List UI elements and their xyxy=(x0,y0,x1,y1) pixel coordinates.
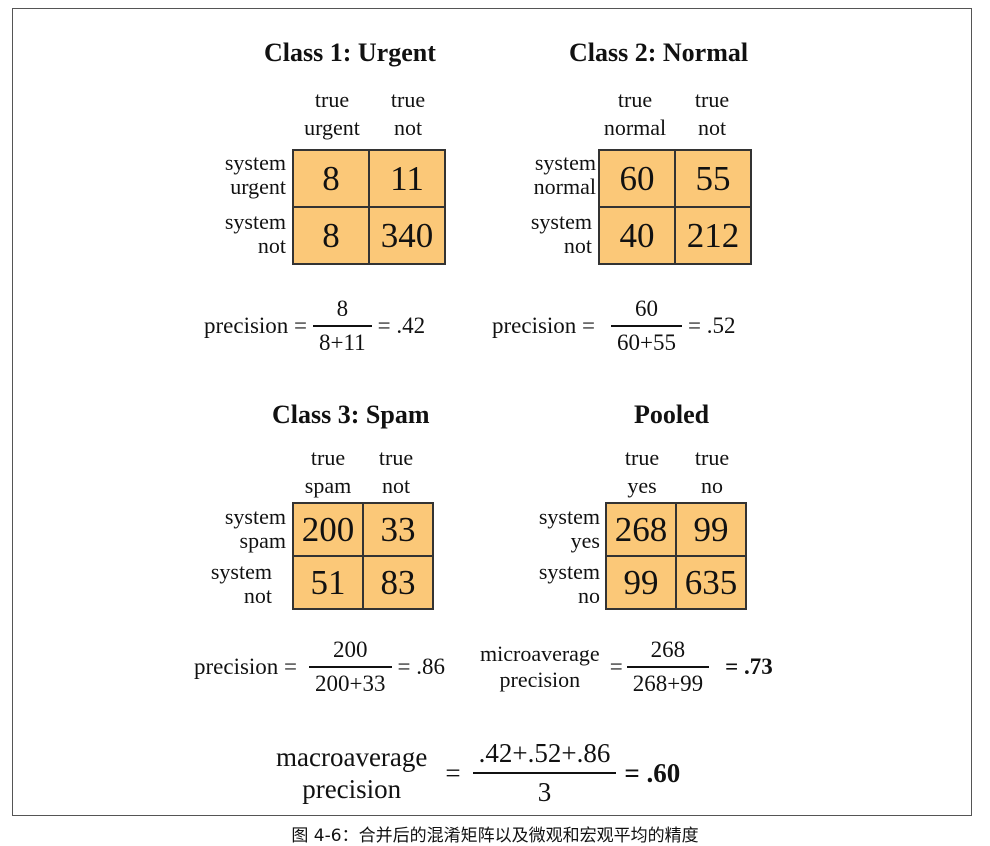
class2-col-header-2: true not xyxy=(694,87,730,140)
matrix-cell: 11 xyxy=(369,150,445,207)
class2-title: Class 2: Normal xyxy=(569,38,749,67)
class1-confusion-matrix: 8 11 8 340 xyxy=(292,149,446,265)
matrix-cell: 55 xyxy=(675,150,751,207)
matrix-cell: 60 xyxy=(599,150,675,207)
pooled-confusion-matrix: 268 99 99 635 xyxy=(605,502,747,610)
class2-precision-equation: precision = 60 60+55 = .52 xyxy=(492,296,736,355)
class1-title: Class 1: Urgent xyxy=(264,38,436,67)
matrix-cell: 99 xyxy=(676,503,746,556)
matrix-cell: 200 xyxy=(293,503,363,556)
class1-col-header-2: true not xyxy=(390,87,426,140)
matrix-cell: 83 xyxy=(363,556,433,609)
matrix-cell: 8 xyxy=(293,150,369,207)
class3-col-header-2: true not xyxy=(378,445,414,498)
class1-row-header-1: system urgent xyxy=(224,150,286,199)
matrix-cell: 268 xyxy=(606,503,676,556)
pooled-col-header-2: true no xyxy=(694,445,730,498)
class1-precision-equation: precision = 8 8+11 = .42 xyxy=(204,296,426,355)
matrix-cell: 40 xyxy=(599,207,675,264)
microaverage-precision-equation: microaverage precision = 268 268+99 = .73 xyxy=(480,637,773,696)
matrix-cell: 340 xyxy=(369,207,445,264)
class2-row-header-1: system normal xyxy=(533,150,596,199)
pooled-row-header-2: system no xyxy=(538,559,600,608)
class2-confusion-matrix: 60 55 40 212 xyxy=(598,149,752,265)
matrix-cell: 33 xyxy=(363,503,433,556)
class2-col-header-1: true normal xyxy=(603,87,667,140)
pooled-title: Pooled xyxy=(634,400,710,429)
class3-row-header-1: system spam xyxy=(224,504,286,553)
class1-row-header-2: system not xyxy=(224,209,286,258)
pooled-col-header-1: true yes xyxy=(624,445,660,498)
figure-frame xyxy=(12,8,972,816)
class3-row-header-2: system not xyxy=(210,559,272,608)
class3-title: Class 3: Spam xyxy=(272,400,430,429)
matrix-cell: 8 xyxy=(293,207,369,264)
pooled-row-header-1: system yes xyxy=(538,504,600,553)
macroaverage-precision-equation: macroaverage precision = .42+.52+.86 3 = .… xyxy=(276,738,681,807)
matrix-cell: 635 xyxy=(676,556,746,609)
class3-confusion-matrix: 200 33 51 83 xyxy=(292,502,434,610)
class1-col-header-1: true urgent xyxy=(304,87,360,140)
class3-precision-equation: precision = 200 200+33 = .86 xyxy=(194,637,445,696)
matrix-cell: 51 xyxy=(293,556,363,609)
matrix-cell: 212 xyxy=(675,207,751,264)
matrix-cell: 99 xyxy=(606,556,676,609)
figure-caption: 图 4-6：合并后的混淆矩阵以及微观和宏观平均的精度 xyxy=(291,826,699,846)
class3-col-header-1: true spam xyxy=(304,445,352,498)
class2-row-header-2: system not xyxy=(530,209,592,258)
